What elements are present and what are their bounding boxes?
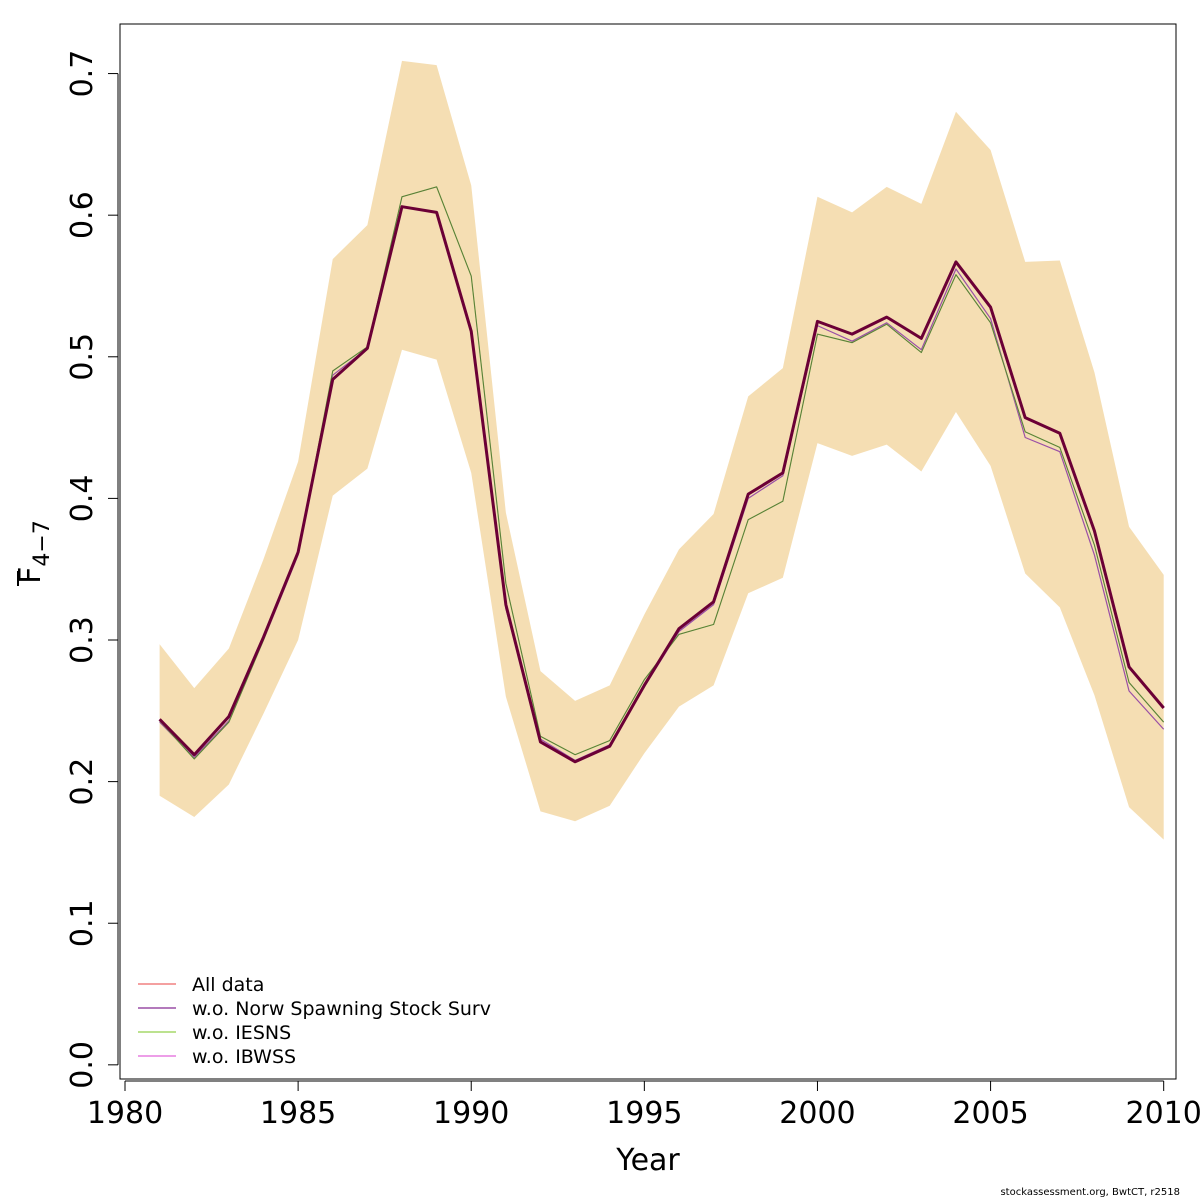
- y-axis: 0.0 0.1 0.2 0.3 0.4 0.5 0.6 0.7: [65, 50, 119, 1089]
- y-axis-title-main: F: [13, 567, 48, 584]
- y-axis-title-subscript: 4−7: [30, 520, 55, 566]
- y-tick-label-6: 0.6: [65, 191, 100, 239]
- y-tick-label-2: 0.2: [65, 758, 100, 806]
- y-tick-label-3: 0.3: [65, 616, 100, 664]
- x-axis: 1980 1985 1990 1995 2000 2005 2010: [87, 1080, 1200, 1131]
- confidence-band-layer: [159, 60, 1164, 840]
- y-tick-label-7: 0.7: [65, 50, 100, 98]
- x-tick-label-1985: 1985: [260, 1096, 336, 1131]
- x-tick-label-1995: 1995: [606, 1096, 682, 1131]
- y-tick-label-5: 0.5: [65, 333, 100, 381]
- x-tick-label-2010: 2010: [1126, 1096, 1200, 1131]
- legend-label-1: w.o. Norw Spawning Stock Surv: [192, 998, 491, 1020]
- y-axis-title: F4−7: [13, 520, 55, 586]
- series-line-5: [158, 205, 1165, 764]
- y-tick-label-1: 0.1: [65, 899, 100, 947]
- legend-label-2: w.o. IESNS: [192, 1022, 291, 1044]
- x-axis-title: Year: [615, 1143, 680, 1178]
- series-layer: [158, 186, 1165, 764]
- y-tick-label-4: 0.4: [65, 475, 100, 523]
- legend-label-0: All data: [192, 974, 264, 996]
- x-tick-label-1980: 1980: [87, 1096, 163, 1131]
- x-tick-label-2005: 2005: [952, 1096, 1028, 1131]
- plot-frame: [119, 23, 1177, 1080]
- confidence-band: [159, 60, 1164, 840]
- legend-label-3: w.o. IBWSS: [192, 1046, 296, 1068]
- svg-text:F4−7: F4−7: [13, 520, 55, 584]
- x-tick-label-1990: 1990: [433, 1096, 509, 1131]
- y-tick-label-0: 0.0: [65, 1041, 100, 1089]
- credit-text: stockassessment.org, BwtCT, r2518: [1000, 1187, 1180, 1198]
- x-tick-label-2000: 2000: [779, 1096, 855, 1131]
